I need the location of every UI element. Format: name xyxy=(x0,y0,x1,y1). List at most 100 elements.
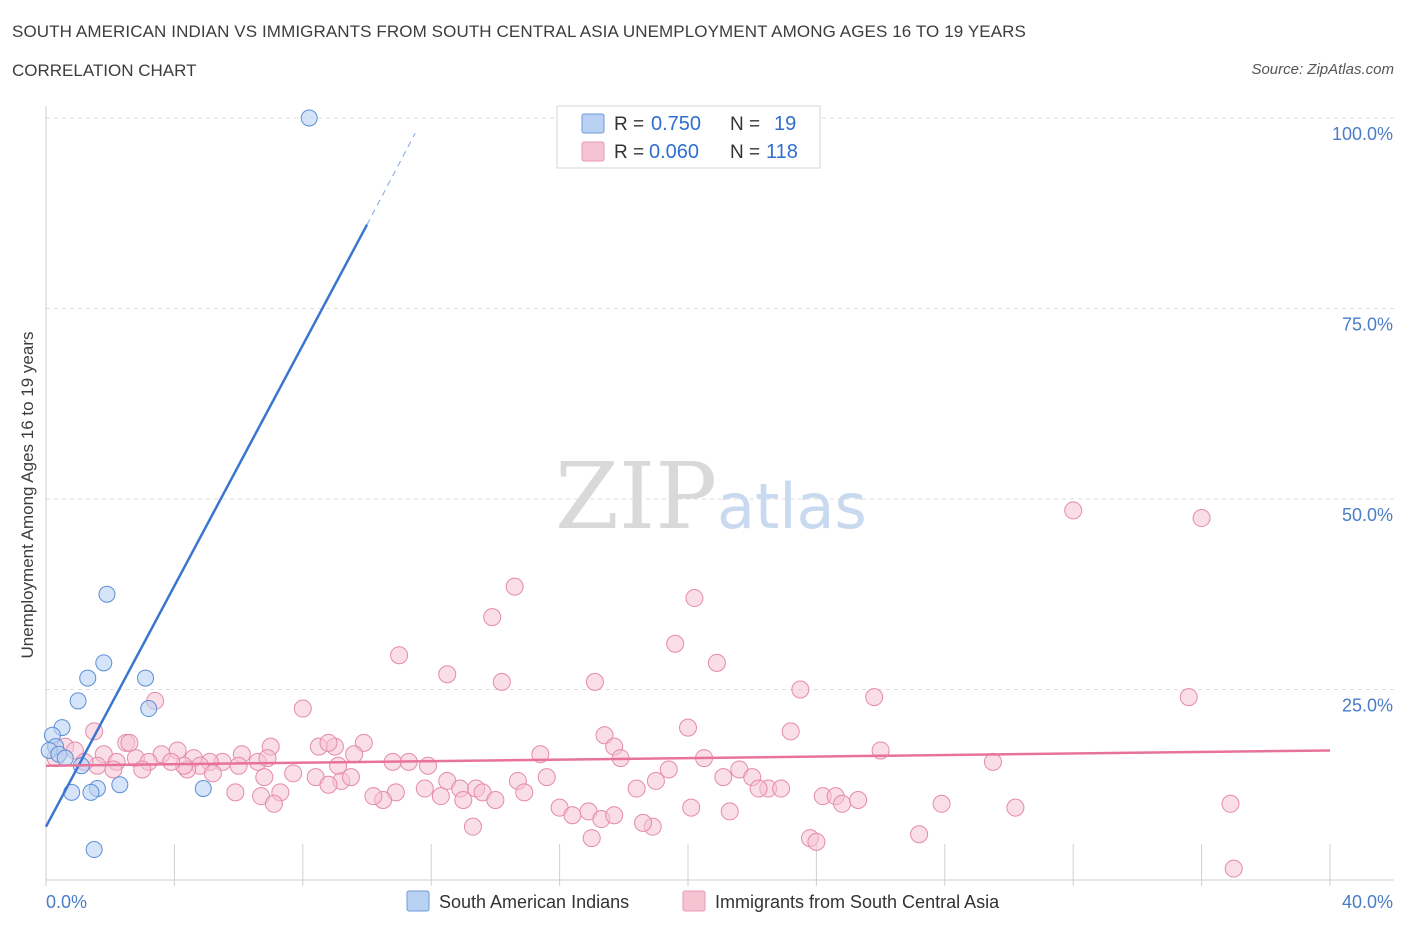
legend-box: R = 0.750 N = 19 R = 0.060 N = 118 xyxy=(556,105,821,169)
point-immigrants-92 xyxy=(749,779,768,798)
point-immigrants-56 xyxy=(255,768,274,787)
point-immigrants-97 xyxy=(849,790,868,809)
point-immigrants-10 xyxy=(585,672,604,691)
point-immigrants-9 xyxy=(492,672,511,691)
point-immigrants-101 xyxy=(910,825,929,844)
point-immigrants-11 xyxy=(791,680,810,699)
point-south-american-indians-5 xyxy=(69,692,87,710)
bottom-legend: South American Indians Immigrants from S… xyxy=(406,890,1000,912)
point-south-american-indians-14 xyxy=(111,776,129,794)
chart-subtitle: CORRELATION CHART xyxy=(12,61,197,80)
point-immigrants-96 xyxy=(833,794,852,813)
point-immigrants-3 xyxy=(685,589,704,608)
point-immigrants-79 xyxy=(515,783,534,802)
point-immigrants-100 xyxy=(1221,794,1240,813)
chart-source: Source: ZipAtlas.com xyxy=(1251,61,1394,78)
y-tick-label-100: 100.0% xyxy=(1332,124,1393,144)
point-immigrants-49 xyxy=(203,764,222,783)
point-immigrants-103 xyxy=(807,832,826,851)
point-immigrants-46 xyxy=(104,760,123,779)
bottom-legend-label-1: South American Indians xyxy=(439,892,629,912)
y-tick-label-50: 50.0% xyxy=(1342,505,1393,525)
point-south-american-indians-17 xyxy=(82,783,100,801)
watermark: ZIP atlas xyxy=(555,443,867,550)
trend-line-south-american-indians xyxy=(44,224,369,828)
point-immigrants-8 xyxy=(438,665,457,684)
point-immigrants-16 xyxy=(679,718,697,737)
point-immigrants-61 xyxy=(319,775,338,794)
point-immigrants-85 xyxy=(563,806,582,825)
point-immigrants-75 xyxy=(415,779,434,798)
trend-line-south-american-indians-extension xyxy=(366,132,416,225)
point-south-american-indians-6 xyxy=(140,700,158,718)
y-axis-title: Unemployment Among Ages 16 to 19 years xyxy=(18,332,37,659)
point-immigrants-66 xyxy=(537,768,556,787)
point-south-american-indians-3 xyxy=(79,669,97,687)
legend-swatch-pink xyxy=(581,141,605,162)
x-tick-label-max: 40.0% xyxy=(1342,892,1393,912)
point-immigrants-15 xyxy=(293,699,312,718)
point-immigrants-110 xyxy=(454,790,473,809)
bottom-legend-swatch-blue xyxy=(406,890,430,912)
legend-r-value-1: 0.750 xyxy=(651,113,701,135)
point-immigrants-5 xyxy=(666,634,685,653)
point-south-american-indians-19 xyxy=(85,841,103,859)
point-immigrants-7 xyxy=(707,653,726,672)
y-tick-label-25: 25.0% xyxy=(1342,696,1393,716)
point-immigrants-109 xyxy=(264,794,283,813)
point-immigrants-60 xyxy=(341,768,360,787)
point-immigrants-108 xyxy=(226,783,245,802)
legend-n-label-1: N = xyxy=(730,114,760,135)
point-immigrants-99 xyxy=(1006,798,1025,817)
legend-n-label-2: N = xyxy=(730,142,760,163)
point-immigrants-78 xyxy=(486,790,505,809)
point-south-american-indians-0 xyxy=(300,109,318,127)
point-immigrants-70 xyxy=(714,768,733,787)
point-immigrants-0 xyxy=(1064,501,1083,520)
trend-line-immigrants xyxy=(45,749,1331,767)
point-immigrants-67 xyxy=(627,779,646,798)
point-immigrants-88 xyxy=(605,806,624,825)
legend-swatch-blue xyxy=(581,113,605,134)
legend-r-value-2: 0.060 xyxy=(649,141,699,163)
point-immigrants-13 xyxy=(1179,688,1198,707)
trend-lines xyxy=(44,132,1331,828)
point-immigrants-93 xyxy=(772,779,791,798)
point-immigrants-50 xyxy=(531,745,550,764)
point-immigrants-91 xyxy=(720,802,739,821)
point-immigrants-26 xyxy=(345,745,364,764)
point-immigrants-90 xyxy=(682,798,701,817)
point-immigrants-17 xyxy=(781,722,800,741)
point-immigrants-113 xyxy=(319,733,338,752)
point-immigrants-114 xyxy=(329,756,348,775)
point-immigrants-117 xyxy=(120,733,139,752)
point-south-american-indians-2 xyxy=(95,654,113,672)
point-immigrants-106 xyxy=(463,817,482,836)
point-immigrants-69 xyxy=(659,760,678,779)
point-immigrants-53 xyxy=(983,752,1002,771)
watermark-atlas: atlas xyxy=(717,470,867,543)
x-tick-label-min: 0.0% xyxy=(46,892,87,912)
point-immigrants-37 xyxy=(229,756,248,775)
point-south-american-indians-18 xyxy=(194,780,212,798)
legend-r-label-1: R = xyxy=(614,114,644,135)
point-immigrants-1 xyxy=(1192,509,1211,528)
point-south-american-indians-4 xyxy=(137,669,155,687)
point-south-american-indians-12 xyxy=(56,749,74,767)
point-immigrants-12 xyxy=(865,688,884,707)
series-immigrants-points xyxy=(46,501,1243,878)
watermark-zip: ZIP xyxy=(555,443,717,550)
point-immigrants-2 xyxy=(505,577,524,596)
point-immigrants-105 xyxy=(1224,859,1243,878)
legend-n-value-1: 19 xyxy=(774,113,796,135)
point-immigrants-116 xyxy=(162,752,181,771)
point-immigrants-68 xyxy=(646,771,665,790)
point-immigrants-81 xyxy=(364,787,383,806)
point-immigrants-98 xyxy=(932,794,951,813)
point-immigrants-104 xyxy=(582,829,601,848)
legend-r-label-2: R = xyxy=(614,142,644,163)
point-immigrants-6 xyxy=(390,646,409,665)
bottom-legend-label-2: Immigrants from South Central Asia xyxy=(715,892,1000,912)
point-south-american-indians-1 xyxy=(98,585,116,603)
